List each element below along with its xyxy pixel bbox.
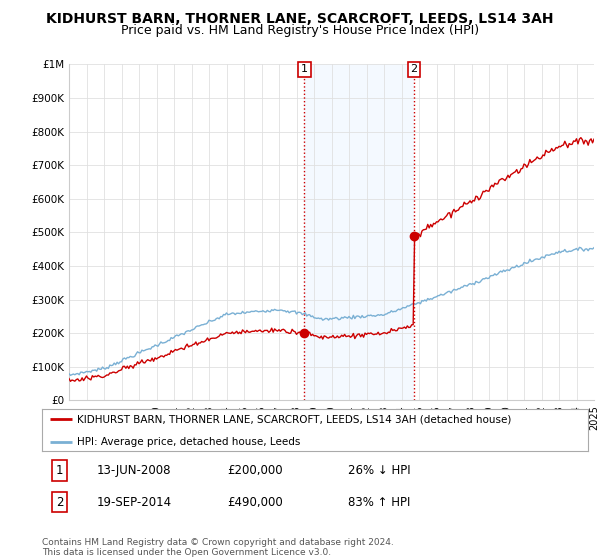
Text: 83% ↑ HPI: 83% ↑ HPI [348, 496, 410, 509]
Text: 13-JUN-2008: 13-JUN-2008 [97, 464, 171, 477]
Text: 1: 1 [56, 464, 63, 477]
Text: KIDHURST BARN, THORNER LANE, SCARCROFT, LEEDS, LS14 3AH: KIDHURST BARN, THORNER LANE, SCARCROFT, … [46, 12, 554, 26]
Text: Contains HM Land Registry data © Crown copyright and database right 2024.
This d: Contains HM Land Registry data © Crown c… [42, 538, 394, 557]
Text: HPI: Average price, detached house, Leeds: HPI: Average price, detached house, Leed… [77, 437, 301, 446]
Text: KIDHURST BARN, THORNER LANE, SCARCROFT, LEEDS, LS14 3AH (detached house): KIDHURST BARN, THORNER LANE, SCARCROFT, … [77, 414, 512, 424]
Text: £200,000: £200,000 [227, 464, 283, 477]
Bar [304, 64, 414, 400]
Text: 26% ↓ HPI: 26% ↓ HPI [348, 464, 410, 477]
Text: 2: 2 [56, 496, 63, 509]
Text: £490,000: £490,000 [227, 496, 283, 509]
Text: 1: 1 [301, 64, 308, 74]
Text: Price paid vs. HM Land Registry's House Price Index (HPI): Price paid vs. HM Land Registry's House … [121, 24, 479, 36]
Text: 2: 2 [410, 64, 418, 74]
Text: 19-SEP-2014: 19-SEP-2014 [97, 496, 172, 509]
